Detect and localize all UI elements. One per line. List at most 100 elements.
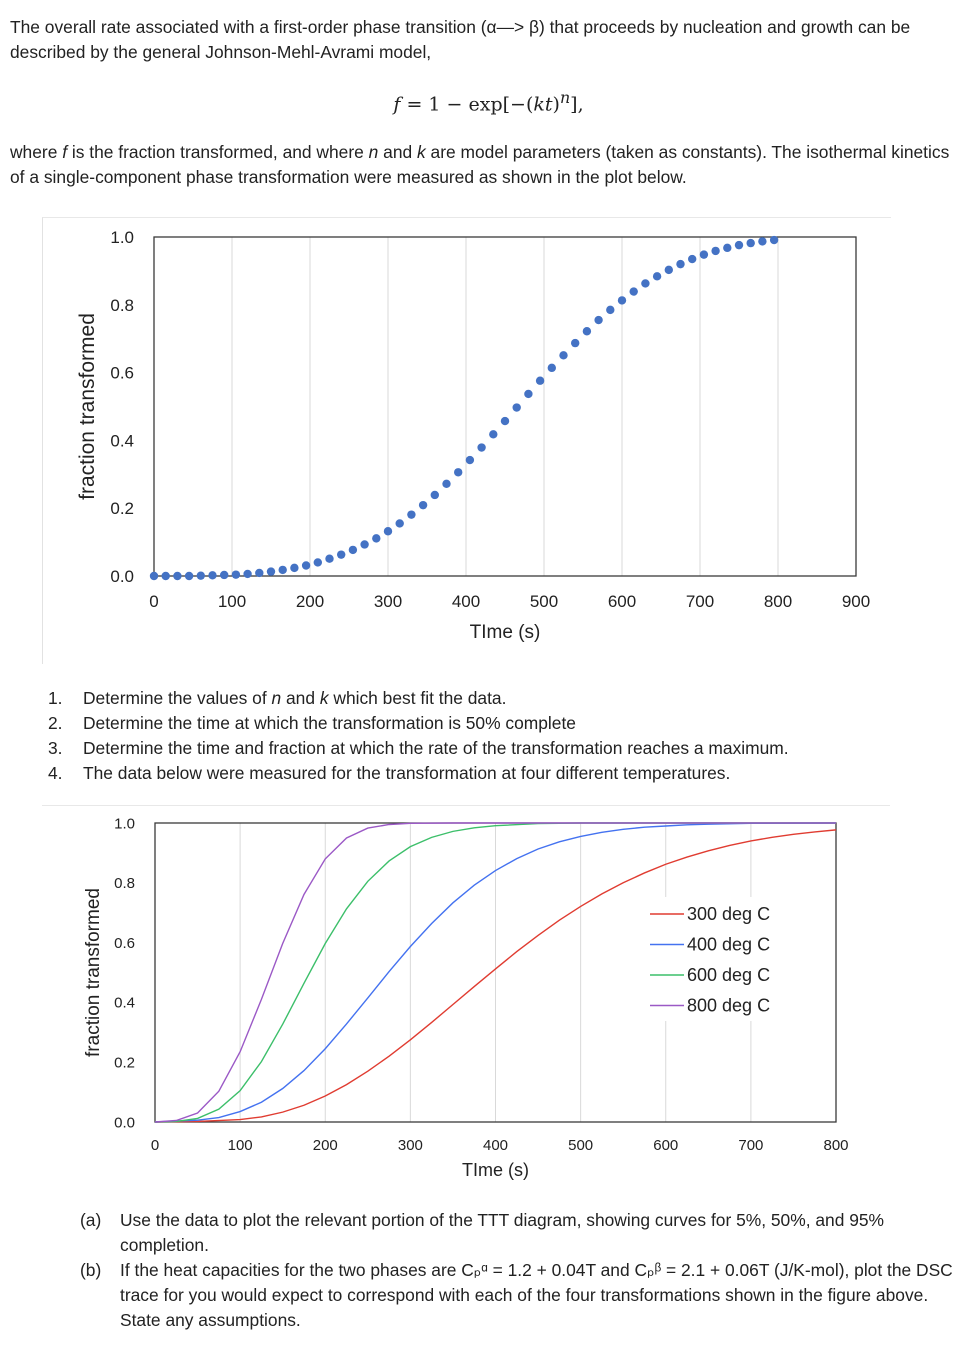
where-text-1: where (10, 142, 63, 162)
series-line (154, 829, 837, 1123)
data-point (337, 550, 346, 559)
x-axis-label: TIme (s) (470, 622, 541, 643)
q1-text-b: and (281, 688, 320, 708)
data-point (418, 500, 428, 510)
x-tick-label: 600 (653, 1137, 678, 1154)
y-tick-label: 0.0 (114, 1114, 135, 1131)
data-point (734, 240, 744, 250)
line-plot-svg: 0 100 200 300 400 500 600 700 800 0.0 0.2 0.4 0.6 0.8… (83, 815, 849, 1180)
data-point (547, 363, 556, 373)
where-text-2: is the fraction transformed, and where (67, 142, 369, 162)
x-tick-label: 0 (151, 1137, 159, 1154)
subquestion-text: Use the data to plot the relevant portio… (120, 1210, 885, 1255)
data-point (746, 238, 755, 248)
question-2: 2. Determine the time at which the transf… (40, 711, 940, 736)
q1-var-n: n (271, 688, 282, 708)
data-point (535, 376, 545, 385)
legend-label: 400 deg C (687, 935, 770, 955)
data-point (454, 468, 463, 477)
where-var-n: n (368, 142, 379, 162)
eq-exponent: n (559, 88, 571, 107)
y-axis-label: fraction transformed (83, 888, 104, 1057)
where-paragraph: where f is the fraction transformed, and… (10, 140, 965, 190)
where-text-4: are model parameters (taken as constants… (10, 142, 950, 187)
x-tick-label: 300 (374, 592, 402, 611)
x-axis-label: TIme (s) (462, 1160, 529, 1180)
eq-kt: kt (533, 93, 553, 116)
question-number: 2. (48, 713, 63, 733)
question-1: 1. Determine the values of n and k which … (40, 686, 940, 711)
data-point (220, 570, 229, 580)
data-point (664, 265, 673, 275)
y-tick-label: 0.2 (110, 499, 134, 518)
eq-rhs-suffix: ) (552, 93, 560, 116)
eq-rhs-prefix: = 1 − exp[−( (406, 93, 534, 116)
data-point (617, 296, 627, 305)
subquestion-text: If the heat capacities for the two phase… (120, 1260, 953, 1330)
y-tick-label: 0.8 (114, 875, 135, 892)
data-point (383, 527, 393, 536)
chart-scatter-fraction: 0 100 200 300 400 500 600 700 800 900 0.0 0.2 0.4 0.6… (42, 217, 891, 664)
intro-paragraph: The overall rate associated with a first… (10, 17, 911, 62)
data-point (723, 243, 732, 253)
data-point (231, 570, 241, 579)
data-point (652, 272, 662, 281)
data-point (208, 571, 217, 580)
data-point (477, 443, 486, 452)
subquestion-b: (b) If the heat capacities for the two ph… (80, 1258, 960, 1333)
data-point (313, 558, 322, 567)
question-4: 4. The data below were measured for the t… (40, 761, 940, 786)
q1-var-k: k (319, 688, 329, 708)
y-axis-label: fraction transformed (76, 313, 99, 500)
y-tick-label: 1.0 (114, 815, 135, 832)
series-line (154, 822, 837, 1123)
x-tick-label: 100 (218, 592, 246, 611)
data-point (407, 510, 416, 519)
data-point (173, 571, 182, 581)
x-tick-label: 500 (530, 592, 558, 611)
data-point (559, 351, 568, 360)
data-point (278, 565, 287, 575)
data-point (512, 403, 521, 412)
data-point (699, 250, 709, 259)
data-point (594, 315, 603, 325)
data-point (442, 479, 451, 488)
x-tick-label: 600 (608, 592, 636, 611)
data-point (489, 430, 498, 439)
data-point (255, 568, 264, 578)
q1-text-a: Determine the values of (83, 688, 272, 708)
x-tick-label: 900 (842, 592, 870, 611)
x-tick-label: 400 (452, 592, 480, 611)
question-list: 1. Determine the values of n and k which … (40, 686, 940, 786)
data-point (348, 545, 358, 555)
scatter-plot-svg: 0 100 200 300 400 500 600 700 800 900 0.0 0.2 0.4 0.6… (76, 228, 870, 643)
data-point (769, 235, 779, 245)
where-var-k: k (417, 142, 426, 162)
data-point (524, 389, 533, 399)
question-number: 3. (48, 738, 63, 758)
x-tick-label: 100 (228, 1137, 253, 1154)
data-point (758, 237, 767, 246)
y-tick-label: 0.4 (114, 995, 135, 1012)
data-point (688, 254, 697, 264)
data-point (641, 279, 650, 288)
y-tick-label: 0.4 (110, 431, 134, 450)
data-point (184, 571, 194, 581)
x-tick-label: 200 (296, 592, 324, 611)
where-text-3: and (378, 142, 417, 162)
y-tick-label: 0.6 (114, 935, 135, 952)
data-point (301, 561, 311, 570)
series-line (154, 822, 836, 1123)
y-tick-label: 1.0 (110, 228, 134, 247)
x-tick-label: 400 (483, 1137, 508, 1154)
legend-label: 600 deg C (687, 965, 770, 985)
data-point (571, 338, 580, 348)
data-point (500, 416, 510, 426)
data-point (711, 246, 720, 256)
subquestion-number: (b) (80, 1260, 102, 1280)
x-tick-label: 700 (686, 592, 714, 611)
legend-label: 300 deg C (687, 904, 770, 924)
x-tick-label: 300 (398, 1137, 423, 1154)
question-number: 1. (48, 688, 63, 708)
data-point (243, 569, 252, 579)
